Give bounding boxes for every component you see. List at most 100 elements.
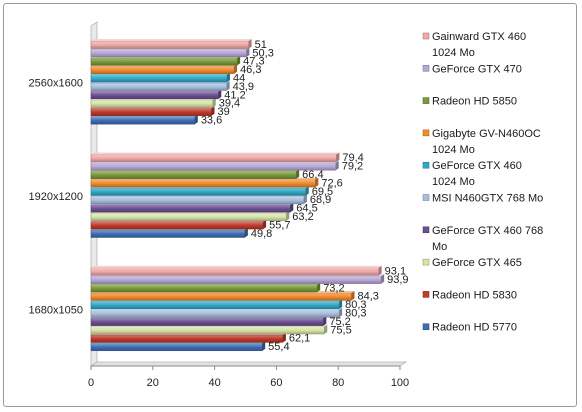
bar [90,74,228,83]
bar-end-facet [282,333,286,343]
legend-item: GeForce GTX 465 [432,257,522,269]
value-label: 39,4 [219,98,240,110]
value-label: 79,2 [342,161,363,173]
chart-bars [90,39,385,352]
bar [90,187,306,196]
bar [90,309,340,318]
bar [90,91,219,100]
bar-end-facet [212,97,216,108]
value-label: 51 [255,39,267,51]
x-tick-label: 0 [88,377,94,389]
bar [90,162,336,171]
bar-end-facet [381,274,385,284]
legend-swatch [422,291,430,298]
bar-end-facet [339,307,343,318]
bar [90,154,337,163]
bar-end-facet [218,89,222,99]
value-label: 64,5 [296,203,317,215]
bar [90,40,249,49]
value-label: 49,8 [251,228,272,240]
chart-legend: Gainward GTX 460 1024 Mo GeForce GTX 470 Ra… [422,31,543,334]
bar [90,99,213,108]
category-labels: 1680x1050 1920x1200 2560x1600 [29,78,83,317]
bar-chart: 55,462,175,575,280,380,384,373,293,993,1… [29,21,543,389]
bar-end-facet [339,299,343,309]
bar-top-facet [91,39,252,42]
bar [90,171,297,179]
legend-item: 1024 Mo [432,176,475,188]
value-label: 80,3 [345,299,366,311]
bar [90,82,227,91]
x-tick-label: 40 [208,377,220,389]
bar [90,292,352,301]
bar-end-facet [315,177,319,188]
x-tick-label: 80 [332,377,344,389]
bar-end-facet [305,186,309,196]
bar-end-facet [237,55,241,66]
value-label: 33,6 [201,114,222,126]
bar [90,66,235,74]
category-label: 1920x1200 [29,191,83,203]
bar-end-facet [323,316,327,326]
bar-end-facet [324,324,328,335]
value-label: 68,9 [310,194,331,206]
legend-item: Gigabyte GV-N460OC [432,128,541,140]
value-label: 44 [233,72,245,84]
bar-end-facet [194,114,198,125]
category-label: 2560x1600 [29,78,83,90]
bar-end-facet [248,39,252,49]
value-label: 41,2 [224,89,245,101]
legend-item: MSI N460GTX 768 Mo [432,193,543,205]
value-label: 73,2 [323,282,344,294]
bar-end-facet [351,291,355,301]
bar [90,284,318,293]
x-tick-label: 100 [391,377,409,389]
value-label: 50,3 [252,47,273,59]
value-label: 46,3 [240,64,261,76]
legend-item: 1024 Mo [432,47,475,59]
value-label: 75,2 [329,316,350,328]
bar-end-facet [234,64,238,74]
legend-item: GeForce GTX 460 768 [432,225,543,237]
value-label: 63,2 [292,211,313,223]
legend-item: 1024 Mo [432,144,475,156]
value-label: 62,1 [289,333,310,345]
value-label: 84,3 [357,291,378,303]
bar-end-facet [290,202,294,213]
legend-item: Radeon HD 5830 [432,289,517,301]
x-tick-label: 20 [147,377,159,389]
legend-swatch [422,161,430,169]
bar-end-facet [263,219,267,230]
value-label: 93,1 [385,266,406,278]
bar [90,116,196,125]
value-label: 69,5 [312,186,333,198]
value-label: 66,4 [302,169,323,181]
bar [90,229,246,238]
value-labels: 55,462,175,575,280,380,384,373,293,993,1… [201,39,409,353]
bar [90,196,305,205]
legend-item: Mo [432,241,447,253]
legend-swatch [422,97,430,104]
bar-end-facet [211,106,215,116]
bar [90,108,212,116]
bar [90,213,287,221]
value-label: 39 [218,106,230,118]
category-label: 1680x1050 [29,304,83,316]
bar-end-facet [226,81,230,91]
bar-end-facet [378,265,382,276]
x-tick-label: 60 [270,377,282,389]
legend-swatch [422,32,430,40]
bar [90,301,340,310]
value-label: 55,7 [269,219,290,231]
legend-swatch [422,323,430,330]
bar [90,221,264,230]
bar-end-facet [303,194,307,204]
legend-swatch [422,258,430,266]
legend-item: Gainward GTX 460 [432,31,526,43]
chart-frame: 55,4 62,1 75,5 75,2 80,3 80,3 84,3 73,2 93,9 93,1… [3,3,577,407]
value-label: 47,3 [243,56,264,68]
legend-swatch [422,65,430,72]
bar-end-facet [262,341,266,351]
bar-end-facet [296,169,300,179]
value-label: 80,3 [345,308,366,320]
